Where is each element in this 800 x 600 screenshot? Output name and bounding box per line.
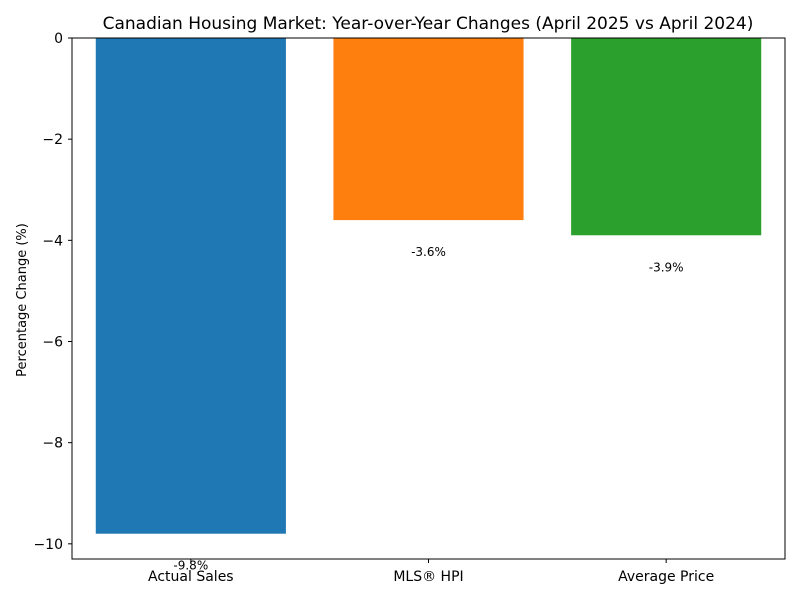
y-tick-label: −4 [42,233,63,249]
y-tick-label: −6 [42,334,63,350]
y-tick-label: −8 [42,436,63,452]
bar-average-price [571,38,762,236]
x-tick-label-mls-hpi: MLS® HPI [393,569,463,585]
y-axis-ticks: 0 −2 −4 −6 −8 −10 [33,31,72,553]
x-tick-label-average-price: Average Price [618,569,714,585]
data-labels-group: -9.8% -3.6% -3.9% [173,245,683,573]
y-tick-label: −10 [33,537,63,553]
x-tick-label-actual-sales: Actual Sales [148,569,234,585]
y-axis-label: Percentage Change (%) [15,223,30,377]
chart-title: Canadian Housing Market: Year-over-Year … [103,14,754,34]
bars-group [95,38,762,534]
data-label-mls-hpi: -3.6% [411,245,446,259]
data-label-actual-sales: -9.8% [173,559,208,573]
bar-mls-hpi [333,38,524,221]
y-tick-label: −2 [42,132,63,148]
y-tick-label: 0 [54,31,63,47]
plot-area-frame [71,37,786,560]
data-label-average-price: -3.9% [649,260,684,274]
x-axis-ticks: Actual Sales MLS® HPI Average Price [148,559,714,585]
bar-actual-sales [95,38,286,534]
